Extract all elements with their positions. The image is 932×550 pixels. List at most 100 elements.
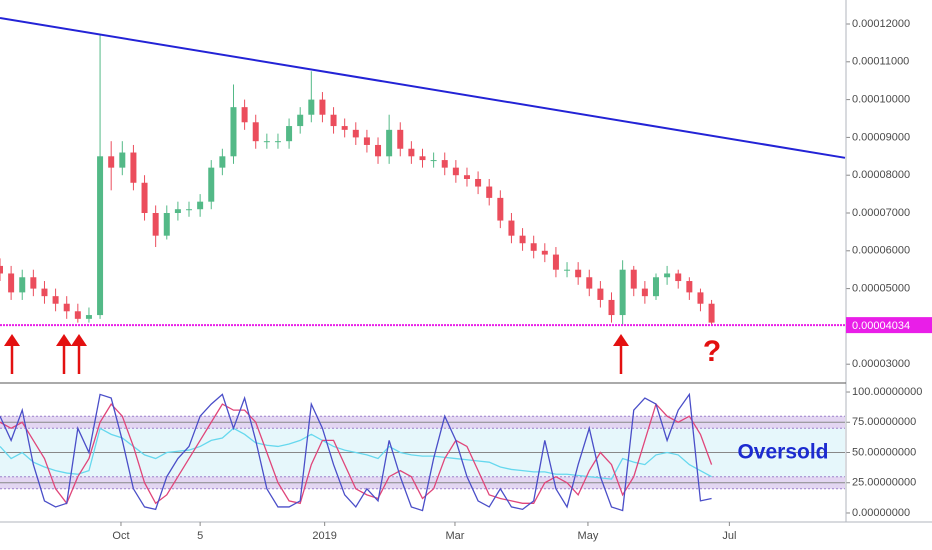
candle-body — [419, 156, 426, 161]
candle-body — [141, 182, 148, 214]
candle-body — [697, 292, 704, 304]
candle-body — [197, 201, 204, 210]
x-tick-label: 2019 — [312, 530, 336, 542]
candle-body — [8, 273, 15, 293]
candle-body — [652, 277, 659, 297]
candle-body — [597, 288, 604, 300]
y-tick-label: 75.00000000 — [852, 416, 916, 428]
candle-body — [586, 277, 593, 289]
candle-body — [219, 156, 226, 168]
x-tick-label: Jul — [722, 530, 736, 542]
candle-body — [286, 126, 293, 142]
candle-body — [486, 186, 493, 198]
candle-body — [463, 175, 470, 179]
candle-body — [85, 315, 92, 319]
candle-body — [352, 129, 359, 138]
candle-body — [475, 178, 482, 187]
y-tick-label: 0.00007000 — [852, 207, 910, 219]
candle-body — [452, 167, 459, 176]
y-tick-label: 0.00010000 — [852, 94, 910, 106]
candle-body — [708, 303, 715, 323]
candle-body — [664, 273, 671, 278]
candle-body — [508, 220, 515, 236]
candle-body — [441, 160, 448, 168]
candle-body — [152, 213, 159, 236]
candle-body — [497, 197, 504, 221]
x-tick-label: Mar — [445, 530, 464, 542]
candle-body — [375, 144, 382, 157]
candle-body — [619, 269, 626, 316]
candle-body — [19, 277, 26, 293]
candle-body — [319, 99, 326, 115]
candle-body — [575, 269, 582, 278]
candle-body — [74, 311, 81, 319]
arrow-head — [613, 334, 629, 346]
candle-body — [430, 160, 437, 162]
candle-body — [552, 254, 559, 270]
candle-body — [530, 243, 537, 251]
candle-body — [630, 269, 637, 289]
candle-body — [397, 129, 404, 149]
candle-body — [108, 156, 115, 168]
candle-body — [186, 209, 193, 211]
candle-body — [63, 303, 70, 312]
y-tick-label: 50.00000000 — [852, 446, 916, 458]
y-tick-label: 0.00009000 — [852, 131, 910, 143]
candle-body — [174, 209, 181, 214]
candle-body — [252, 122, 259, 142]
trendline — [0, 16, 846, 159]
candle-body — [119, 152, 126, 168]
candle-body — [363, 137, 370, 145]
oscillator-line — [0, 402, 713, 505]
candle-body — [308, 99, 315, 115]
x-tick-label: May — [578, 530, 599, 542]
oscillator-line — [0, 427, 712, 480]
candle-body — [297, 114, 304, 127]
support-label-box — [846, 317, 932, 334]
oversold-label: Oversold — [737, 441, 828, 464]
candle-body — [274, 141, 281, 143]
candle-body — [230, 107, 237, 157]
candle-body — [564, 269, 571, 271]
arrow-head — [71, 334, 87, 346]
arrow-head — [56, 334, 72, 346]
candle-body — [675, 273, 682, 282]
y-tick-label: 25.00000000 — [852, 477, 916, 489]
y-tick-label: 0.00003000 — [852, 358, 910, 370]
question-mark: ? — [703, 335, 721, 368]
candle-body — [263, 141, 270, 143]
candle-body — [408, 148, 415, 157]
oscillator-line — [0, 392, 712, 512]
candle-body — [30, 277, 37, 289]
y-tick-label: 0.00012000 — [852, 18, 910, 30]
y-tick-label: 0.00008000 — [852, 169, 910, 181]
plot-layer: 0.00003000 0.00005000 0.00006000 0.00007000… — [0, 16, 922, 519]
candle-body — [41, 288, 48, 297]
x-tick-label: Oct — [112, 530, 129, 542]
candle-body — [330, 114, 337, 127]
candle-body — [241, 107, 248, 123]
x-tick-label: 5 — [197, 530, 203, 542]
candle-body — [686, 281, 693, 293]
candle-body — [341, 126, 348, 130]
arrows — [4, 334, 629, 374]
candle-body — [541, 250, 548, 255]
arrow-head — [4, 334, 20, 346]
candle-body — [519, 235, 526, 244]
y-tick-label: 0.00000000 — [852, 507, 910, 519]
candle-body — [386, 129, 393, 157]
candle-body — [130, 152, 137, 183]
y-tick-label: 0.00006000 — [852, 245, 910, 257]
candle-body — [0, 265, 3, 274]
support-label: 0.00004034 — [852, 320, 910, 332]
candle-body — [52, 296, 59, 304]
candle-body — [208, 167, 215, 202]
candle-body — [163, 213, 170, 236]
candle-body — [97, 156, 104, 316]
y-tick-label: 0.00011000 — [852, 56, 909, 68]
candle-body — [608, 299, 615, 316]
y-tick-label: 100.00000000 — [852, 386, 922, 398]
candle-body — [641, 288, 648, 297]
